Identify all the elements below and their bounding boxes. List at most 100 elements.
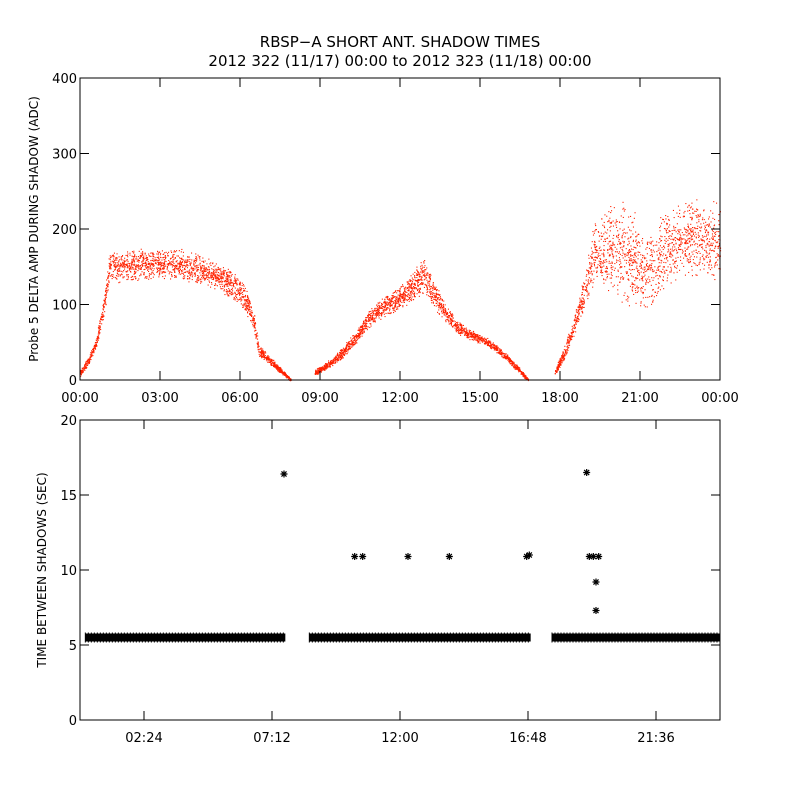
data-point: [210, 262, 212, 264]
data-point: [317, 367, 319, 369]
data-point: [356, 335, 358, 337]
data-point: [231, 282, 233, 284]
data-point: [284, 372, 286, 374]
data-point: [157, 270, 159, 272]
data-point: [156, 269, 158, 271]
data-point: [329, 361, 331, 363]
data-point: [320, 370, 322, 372]
data-point: [246, 305, 248, 307]
data-point: [201, 267, 203, 269]
data-point: [677, 215, 679, 217]
data-point: [642, 293, 644, 295]
data-point: [518, 371, 520, 373]
data-point: [417, 278, 419, 280]
data-point: [588, 292, 590, 294]
data-point: [277, 370, 279, 372]
data-point: [131, 262, 133, 264]
data-point: [420, 265, 422, 267]
data-point: [602, 272, 604, 274]
data-point: [122, 262, 124, 264]
data-point: [473, 337, 475, 339]
data-point: [514, 365, 516, 367]
data-point: [114, 259, 116, 261]
data-point: [664, 247, 666, 249]
data-point: [462, 324, 464, 326]
data-point: [397, 294, 399, 296]
data-point: [273, 359, 275, 361]
data-point: [435, 286, 437, 288]
data-point: [110, 263, 112, 265]
data-point: [629, 265, 631, 267]
data-point: [95, 344, 97, 346]
data-point: [466, 336, 468, 338]
data-point: [411, 291, 413, 293]
data-point: [271, 364, 273, 366]
data-point: [442, 305, 444, 307]
data-point: [160, 263, 162, 265]
data-point: [95, 341, 97, 343]
data-point: [98, 332, 100, 334]
data-point: [718, 268, 720, 270]
data-point: [315, 371, 317, 373]
data-point: [236, 282, 238, 284]
data-point: [149, 255, 151, 257]
data-point: [443, 314, 445, 316]
data-point: [131, 259, 133, 261]
data-point: [457, 327, 459, 329]
data-point: [437, 311, 439, 313]
data-point: [93, 348, 95, 350]
data-point: [506, 355, 508, 357]
data-point: [600, 271, 602, 273]
data-point: [386, 307, 388, 309]
data-point: [402, 294, 404, 296]
data-point: [249, 302, 251, 304]
data-point: [239, 292, 241, 294]
data-point: [409, 284, 411, 286]
data-point: [164, 261, 166, 263]
data-point: [98, 331, 100, 333]
data-point: [461, 327, 463, 329]
data-point: [238, 291, 240, 293]
data-point: [588, 257, 590, 259]
data-point: [639, 279, 641, 281]
data-point: [276, 367, 278, 369]
data-point: [237, 288, 239, 290]
data-point: [490, 343, 492, 345]
data-point: [257, 335, 259, 337]
data-point: [163, 267, 165, 269]
data-point: [274, 364, 276, 366]
data-point: [626, 259, 628, 261]
data-point: [129, 254, 131, 256]
data-point: [268, 356, 270, 358]
data-point: [156, 259, 158, 261]
data-point: [404, 298, 406, 300]
data-point: [123, 259, 125, 261]
data-point: [241, 299, 243, 301]
data-point: [244, 290, 246, 292]
data-point: [488, 345, 490, 347]
data-point: [395, 301, 397, 303]
data-point: [471, 333, 473, 335]
data-point: [342, 350, 344, 352]
data-point: [349, 344, 351, 346]
data-point: [131, 263, 133, 265]
data-point: [651, 277, 653, 279]
data-point: [184, 266, 186, 268]
data-point: [196, 279, 198, 281]
data-point: [429, 285, 431, 287]
data-point: [490, 346, 492, 348]
data-point: [519, 370, 521, 372]
data-point: [181, 259, 183, 261]
data-point: [266, 357, 268, 359]
data-point: [97, 336, 99, 338]
data-point: [618, 252, 620, 254]
data-point: [599, 263, 601, 265]
data-point: [87, 359, 89, 361]
data-point: [152, 255, 154, 257]
data-point: [684, 247, 686, 249]
data-point: [162, 262, 164, 264]
data-point: [408, 294, 410, 296]
data-point: [324, 368, 326, 370]
data-point: [511, 361, 513, 363]
data-point: [139, 275, 141, 277]
